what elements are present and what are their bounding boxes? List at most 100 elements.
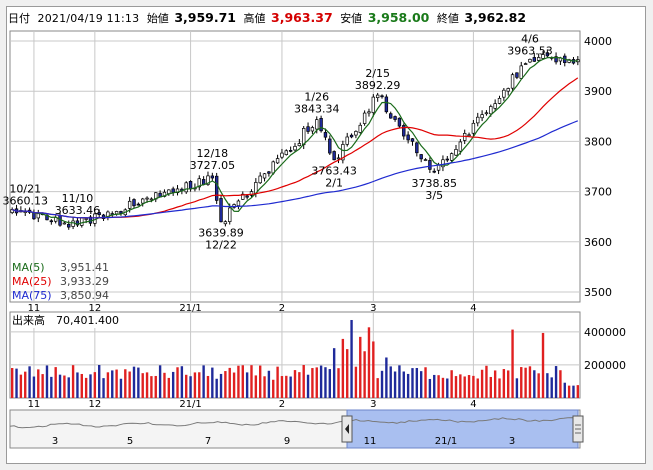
candle-body [341, 144, 345, 161]
volume-bar [98, 364, 101, 398]
volume-bar [63, 375, 66, 398]
legend-label: MA(25) [12, 275, 52, 288]
candle-body [323, 132, 328, 138]
candle-body [519, 65, 523, 79]
annotation-date: 2/1 [325, 176, 343, 189]
legend-label: MA(5) [12, 261, 45, 274]
volume-bar [541, 332, 545, 398]
ma5-line [11, 56, 578, 225]
navigator-line [9, 416, 581, 429]
candle-body [258, 175, 262, 184]
volume-bar [215, 378, 218, 398]
volume-bar [385, 357, 388, 398]
candle-body [310, 127, 315, 132]
candle-body [280, 152, 284, 158]
volume-bar [32, 376, 36, 398]
volume-bar [263, 376, 266, 398]
volume-bar [189, 376, 192, 398]
candle-body [436, 164, 441, 171]
volume-bar [10, 368, 14, 398]
volume-bar [137, 367, 140, 398]
annotation-value: 3633.46 [55, 204, 101, 217]
volume-bar [37, 369, 40, 398]
candle-body [406, 134, 410, 141]
candle-body [554, 56, 558, 63]
y-tick-label: 4000 [584, 35, 612, 48]
volume-bar [84, 377, 88, 398]
navigator-x-label: 9 [284, 436, 290, 447]
candle-body [493, 103, 497, 109]
volume-bar [546, 373, 549, 398]
volume-bar [258, 365, 262, 398]
annotation-date: 11/10 [62, 192, 94, 205]
volume-bar [280, 376, 284, 398]
volume-bar [346, 349, 349, 398]
volume-bar [363, 351, 366, 398]
volume-bar [115, 369, 118, 398]
candle-body [480, 114, 484, 119]
volume-panel: 400000 200000 11 12 21/1 2 3 4 出来高 70,401.400 [9, 311, 626, 410]
volume-label-bg [11, 313, 129, 328]
navigator-x-label: 5 [127, 436, 133, 447]
low-label: 安値 [340, 12, 363, 25]
volume-bar [319, 365, 323, 398]
volume-bar [24, 371, 27, 398]
volume-bar [228, 367, 231, 398]
ma75-line [11, 120, 579, 219]
candle-body [536, 57, 541, 61]
volume-bar [411, 368, 414, 398]
candle-body [141, 198, 145, 204]
volume-bar [150, 376, 153, 398]
candle-body [389, 113, 393, 119]
volume-bar [119, 378, 123, 398]
volume-bar [206, 375, 210, 398]
navigator-selection[interactable] [346, 409, 579, 449]
volume-bar [93, 372, 97, 398]
volume-bar [80, 373, 83, 398]
navigator-x-label: 11 [364, 436, 377, 447]
volume-bar [324, 367, 327, 398]
volume-x-tick-label: 2 [279, 399, 285, 410]
volume-bar [111, 370, 114, 398]
volume-bar [398, 365, 401, 398]
volume-bar [550, 377, 553, 398]
candle-body [149, 198, 154, 201]
candle-body [241, 193, 245, 200]
candle-body [349, 134, 354, 138]
annotation-value: 3660.13 [2, 194, 48, 207]
candle-body [184, 182, 188, 193]
candle-body [454, 149, 458, 156]
volume-bar [328, 369, 332, 398]
close-label: 終値 [436, 12, 459, 25]
candle-body [49, 220, 54, 223]
legend-label: MA(75) [12, 289, 52, 302]
candle-body [371, 96, 376, 113]
volume-label: 出来高 [12, 313, 45, 327]
volume-bar [102, 378, 105, 398]
volume-bar [15, 368, 18, 398]
volume-bar [71, 365, 75, 398]
volume-bar [337, 368, 340, 398]
candle-body [393, 116, 397, 120]
navigator-x-label: 3 [509, 436, 515, 447]
volume-bar [254, 375, 258, 398]
candle-body [262, 173, 267, 179]
volume-bar [211, 367, 214, 398]
price-header: 日付 2021/04/19 11:13 始値 3,959.71 高値 3,963… [8, 9, 530, 27]
annotation-date: 3/5 [425, 189, 443, 202]
candle-body [71, 220, 75, 227]
volume-bar [193, 372, 197, 398]
volume-tick-label: 400000 [584, 326, 626, 339]
close-value: 3,962.82 [464, 10, 527, 25]
candle-body [458, 141, 463, 152]
volume-x-tick-label: 4 [470, 399, 476, 410]
annotation-value: 3738.85 [411, 177, 457, 190]
annotation-date: 12/22 [205, 238, 237, 251]
candle-body [36, 213, 40, 219]
volume-bar [380, 370, 384, 398]
y-tick-label: 3500 [584, 286, 612, 299]
volume-bar [567, 385, 571, 398]
volume-bar [306, 374, 310, 398]
annotation-value: 3639.89 [198, 226, 244, 239]
